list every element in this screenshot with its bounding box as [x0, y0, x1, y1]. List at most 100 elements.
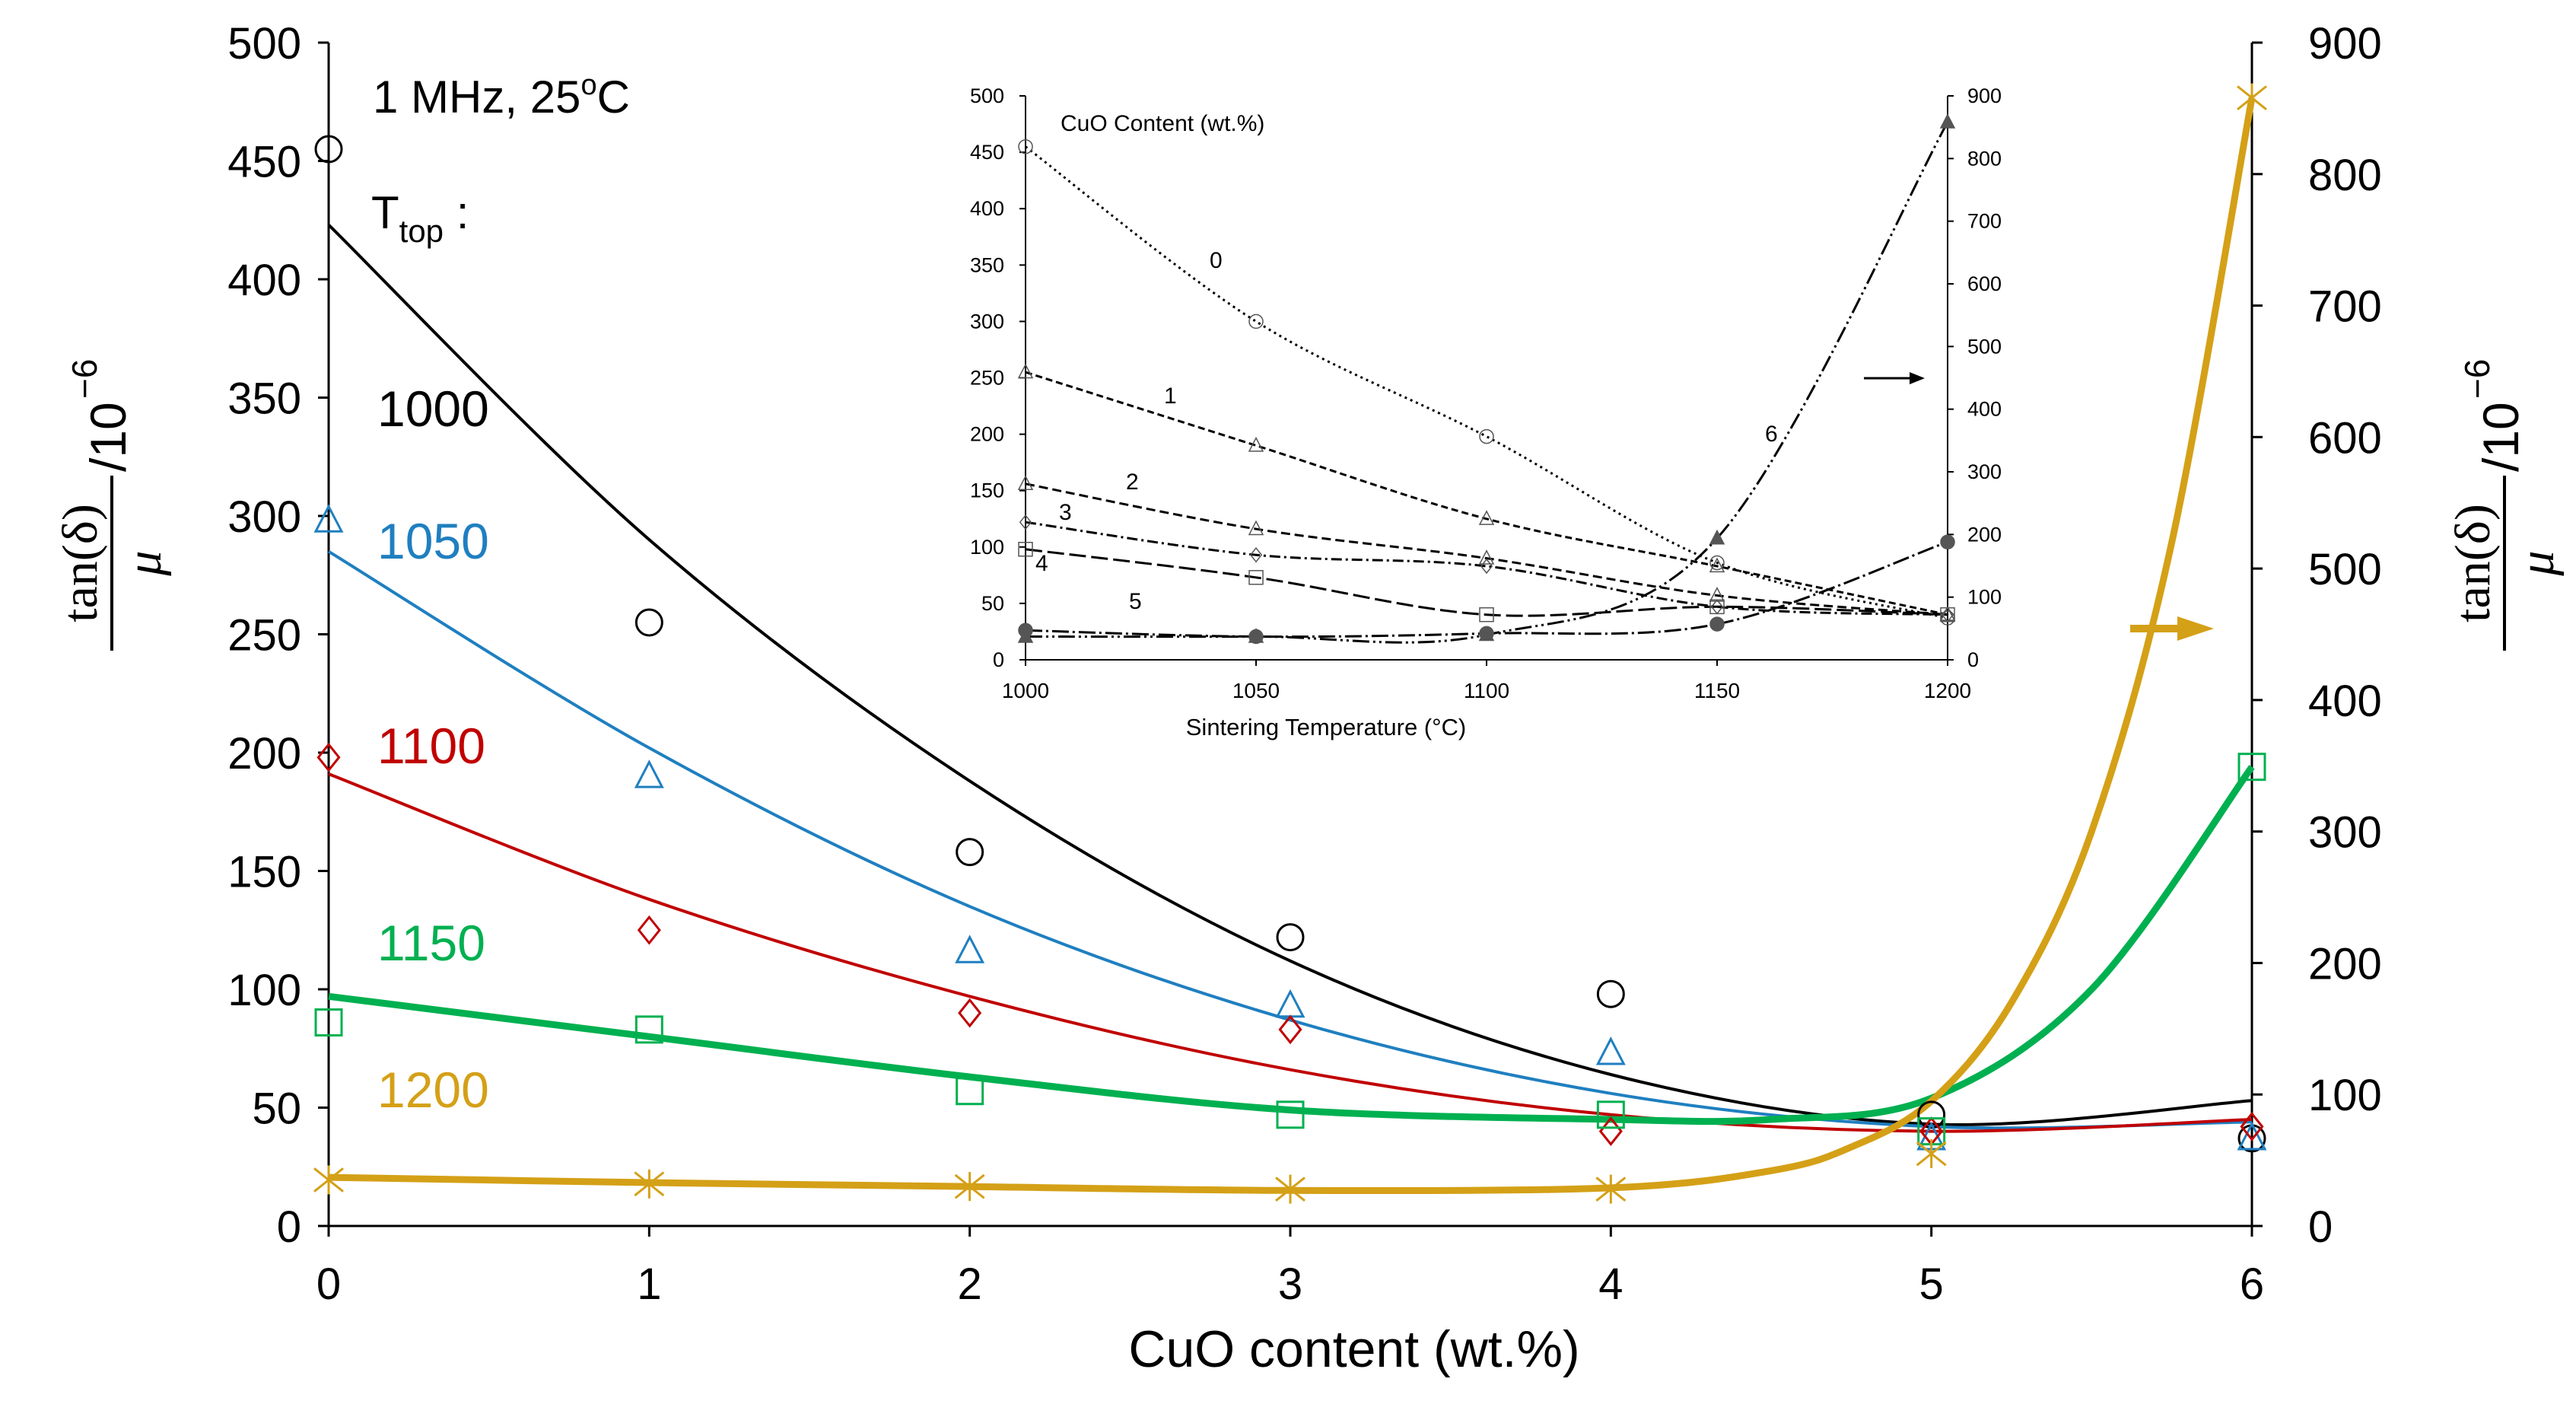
data-point-1100	[316, 742, 341, 772]
y-left-tick-label: 50	[252, 1084, 301, 1134]
inset-background	[972, 65, 2016, 736]
y-left-tick-label: 200	[227, 729, 301, 779]
inset-point-6	[1939, 113, 1956, 129]
inset-point-6	[1709, 529, 1725, 545]
inset-y-left-tick-label: 150	[970, 479, 1004, 502]
series-label-1200: 1200	[377, 1062, 489, 1118]
inset-y-right-tick-label: 500	[1967, 335, 2002, 358]
y-title-right-numerator: tan(δ)	[2445, 504, 2501, 622]
inset-series-label-3: 3	[1059, 500, 1072, 525]
legend-title: Ttop :	[371, 187, 469, 249]
inset-point-1	[1017, 363, 1034, 379]
data-point-1200	[1275, 1174, 1305, 1204]
fit-curve-1100	[328, 772, 2253, 1133]
inset-x-tick-label: 1100	[1464, 679, 1509, 702]
fit-curve-1200	[328, 97, 2256, 1195]
legend-title-main: T	[371, 187, 399, 238]
inset-line-0	[1025, 145, 1948, 619]
y-right-tick-label: 300	[2308, 808, 2382, 858]
inset-y-left-tick-label: 400	[970, 197, 1004, 220]
y-title-left-exponent: −6	[65, 359, 104, 399]
y-title-left-scale: /10	[80, 402, 136, 472]
x-tick-label: 5	[1919, 1259, 1944, 1309]
inset-point-4	[1018, 542, 1033, 557]
inset-y-left-tick-label: 350	[970, 253, 1004, 276]
y-left-tick-label: 150	[227, 848, 301, 897]
inset-x-tick-label: 1000	[1002, 679, 1049, 702]
inset-markers	[1017, 113, 1956, 645]
condition-sup: o	[580, 69, 596, 101]
condition-label: 1 MHz, 25oC	[373, 69, 630, 123]
legend-title-sub: top	[399, 213, 444, 249]
data-point-1200	[2237, 83, 2267, 113]
inset-series-lines	[1025, 121, 1949, 644]
inset-point-3	[1019, 514, 1032, 530]
inset-line-2	[1025, 482, 1948, 616]
inset-chart: 0501001502002503003504004505000100200300…	[970, 65, 2016, 740]
data-point-1100	[2240, 1111, 2264, 1141]
inset-series-label-1: 1	[1164, 384, 1177, 409]
inset-point-4	[1248, 570, 1264, 585]
inset-point-0	[1248, 314, 1264, 330]
fit-curve-1150	[328, 765, 2255, 1126]
inset-y-left-tick-label: 200	[970, 423, 1004, 446]
inset-point-0	[1709, 555, 1725, 571]
inset-point-2	[1248, 520, 1264, 536]
data-point-1000	[956, 838, 984, 867]
data-point-1100	[1278, 1014, 1302, 1045]
inset-y-right-tick-label: 800	[1967, 147, 2002, 170]
inset-line-3	[1025, 521, 1948, 616]
x-axis-title: CuO content (wt.%)	[1128, 1320, 1579, 1378]
y-right-tick-label: 700	[2308, 282, 2382, 332]
y-right-tick-label: 100	[2308, 1071, 2382, 1120]
x-tick-label: 6	[2240, 1259, 2264, 1309]
inset-point-2	[1939, 606, 1956, 621]
inset-point-1	[1709, 557, 1725, 573]
y-title-right-exponent: −6	[2457, 359, 2497, 399]
inset-point-1	[1478, 510, 1495, 525]
inset-y-left-tick-label: 450	[970, 141, 1004, 164]
inset-y-left-tick-label: 50	[981, 592, 1004, 615]
data-point-1050	[2237, 1121, 2267, 1151]
series-label-1150: 1150	[377, 915, 485, 971]
inset-y-right-tick-label: 100	[1967, 586, 2002, 609]
y-left-tick-label: 0	[277, 1202, 301, 1252]
x-tick-label: 0	[316, 1259, 341, 1309]
data-point-1150	[956, 1077, 984, 1106]
x-tick-label: 3	[1278, 1259, 1302, 1309]
inset-point-4	[1940, 607, 1955, 622]
y-left-tick-label: 250	[227, 611, 301, 661]
main-data-markers	[313, 83, 2267, 1204]
inset-legend-title: CuO Content (wt.%)	[1061, 111, 1264, 136]
y-title-left-denominator: μ	[116, 550, 172, 576]
inset-x-axis-title: Sintering Temperature (°C)	[1186, 714, 1466, 740]
y-right-tick-label: 0	[2308, 1202, 2333, 1252]
inset-axes: 0501001502002503003504004505000100200300…	[970, 65, 2016, 736]
inset-x-tick-label: 1200	[1924, 679, 1971, 702]
right-axis-arrow	[2130, 616, 2214, 641]
main-plot: 0501001502002503003504004505000100200300…	[227, 19, 2382, 1309]
inset-series-label-6: 6	[1765, 422, 1778, 447]
data-point-1200	[313, 1165, 344, 1195]
condition-text: 1 MHz, 25	[373, 72, 580, 123]
data-point-1050	[313, 504, 344, 533]
y-left-tick-label: 300	[227, 492, 301, 542]
main-axes: 0501001502002503003504004505000100200300…	[227, 19, 2382, 1309]
y-right-tick-label: 900	[2308, 19, 2382, 68]
y-right-tick-label: 800	[2308, 151, 2382, 200]
y-left-tick-label: 400	[227, 256, 301, 305]
inset-point-0	[1479, 428, 1494, 444]
inset-series-label-4: 4	[1035, 551, 1048, 576]
data-point-1100	[958, 998, 982, 1028]
inset-point-1	[1248, 436, 1264, 452]
y-title-left-numerator: tan(δ)	[52, 504, 108, 622]
inset-point-4	[1709, 599, 1725, 615]
inset-point-0	[1018, 139, 1033, 154]
y-right-tick-label: 600	[2308, 413, 2382, 463]
inset-y-right-tick-label: 900	[1967, 84, 2002, 107]
inset-point-3	[1480, 558, 1493, 575]
inset-point-2	[1478, 549, 1495, 565]
condition-unit: C	[597, 72, 630, 123]
x-tick-label: 1	[637, 1259, 661, 1309]
inset-point-6	[1248, 628, 1264, 643]
